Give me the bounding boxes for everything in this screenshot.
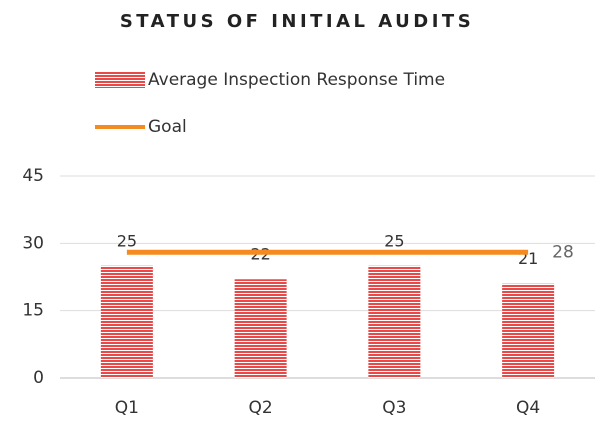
- x-tick-label: Q2: [249, 398, 273, 418]
- legend-swatch: [95, 72, 145, 88]
- bar: [368, 265, 421, 378]
- bar: [502, 283, 555, 378]
- y-tick-label: 45: [22, 166, 44, 186]
- data-label: 25: [117, 231, 137, 250]
- legend-label: Average Inspection Response Time: [148, 70, 445, 90]
- y-tick-label: 15: [22, 301, 44, 321]
- bar: [234, 279, 287, 378]
- x-tick-label: Q1: [115, 398, 139, 418]
- data-label: 25: [384, 231, 404, 250]
- data-label: 28: [552, 242, 574, 262]
- bar: [100, 265, 153, 378]
- legend-label: Goal: [148, 117, 187, 137]
- x-tick-label: Q3: [382, 398, 406, 418]
- chart-title: STATUS OF INITIAL AUDITS: [120, 11, 474, 32]
- x-tick-label: Q4: [516, 398, 540, 418]
- y-tick-label: 0: [33, 368, 44, 388]
- y-tick-label: 30: [22, 233, 44, 253]
